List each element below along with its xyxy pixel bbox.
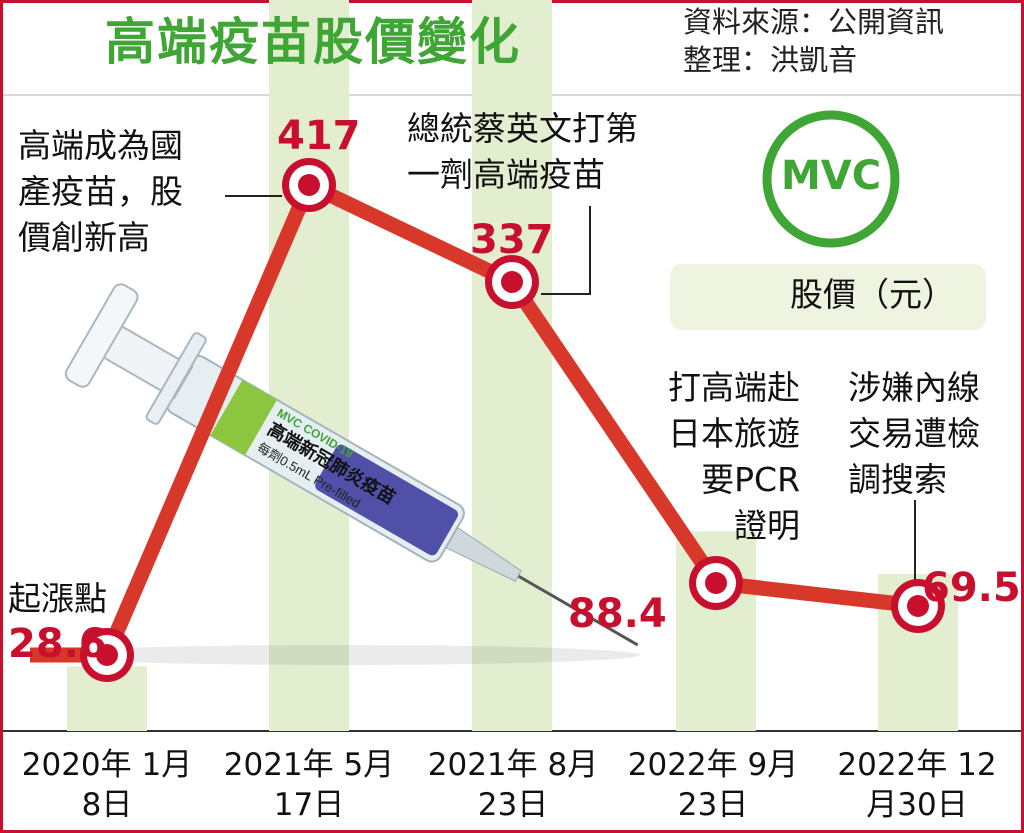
x-tick-label-4: 2022年 12月30日 [837, 747, 997, 823]
editor-credit: 整理：洪凱音 [683, 43, 858, 77]
data-point-dot-2 [501, 271, 523, 293]
legend-box [670, 264, 986, 330]
data-point-dot-4 [907, 595, 929, 617]
annotation-insider-search: 涉嫌內線 交易遭檢 調搜索 [848, 368, 980, 499]
x-tick-label-3: 2022年 9月23日 [627, 747, 799, 823]
data-point-2 [485, 255, 539, 309]
data-point-dot-0 [96, 644, 118, 666]
bar-1 [269, 0, 349, 731]
annotation-peak: 高端成為國 產疫苗，股 價創新高 [18, 126, 183, 257]
chart-title: 高端疫苗股價變化 [105, 13, 521, 71]
x-tick-label-1: 2021年 5月17日 [223, 747, 395, 823]
data-point-3 [689, 556, 743, 610]
x-tick-label-0: 2020年 1月8日 [21, 747, 193, 823]
value-label-0: 28.6 [8, 621, 107, 667]
annotation-pcr-travel: 打高端赴 日本旅遊 要PCR 證明 [668, 368, 800, 545]
data-point-4 [891, 579, 945, 633]
marker-layer [80, 158, 945, 682]
data-point-dot-1 [298, 174, 320, 196]
value-label-1: 417 [277, 113, 361, 159]
value-label-2: 337 [470, 217, 554, 263]
data-point-1 [282, 158, 336, 212]
data-point-dot-3 [705, 572, 727, 594]
value-label-4: 69.5 [922, 565, 1021, 611]
bar-layer [67, 0, 958, 731]
legend-label: 股價（元） [790, 275, 955, 314]
annotation-start: 起漲點 [8, 579, 107, 618]
x-tick-label-2: 2021年 8月23日 [427, 747, 599, 823]
bar-2 [472, 0, 552, 731]
value-label-3: 88.4 [568, 591, 667, 637]
leader-line-2 [541, 206, 591, 295]
syringe-illustration: MVC COVID-19 高端新冠肺炎疫苗 每劑0.5mL Pre-filled [40, 283, 640, 665]
source-credit: 資料來源：公開資訊 [683, 5, 945, 39]
data-point-0 [80, 628, 134, 682]
mvc-logo-ring [762, 110, 900, 248]
annotation-president-dose: 總統蔡英文打第 一劑高端疫苗 [407, 109, 638, 194]
mvc-logo-text: MVC [780, 153, 882, 199]
